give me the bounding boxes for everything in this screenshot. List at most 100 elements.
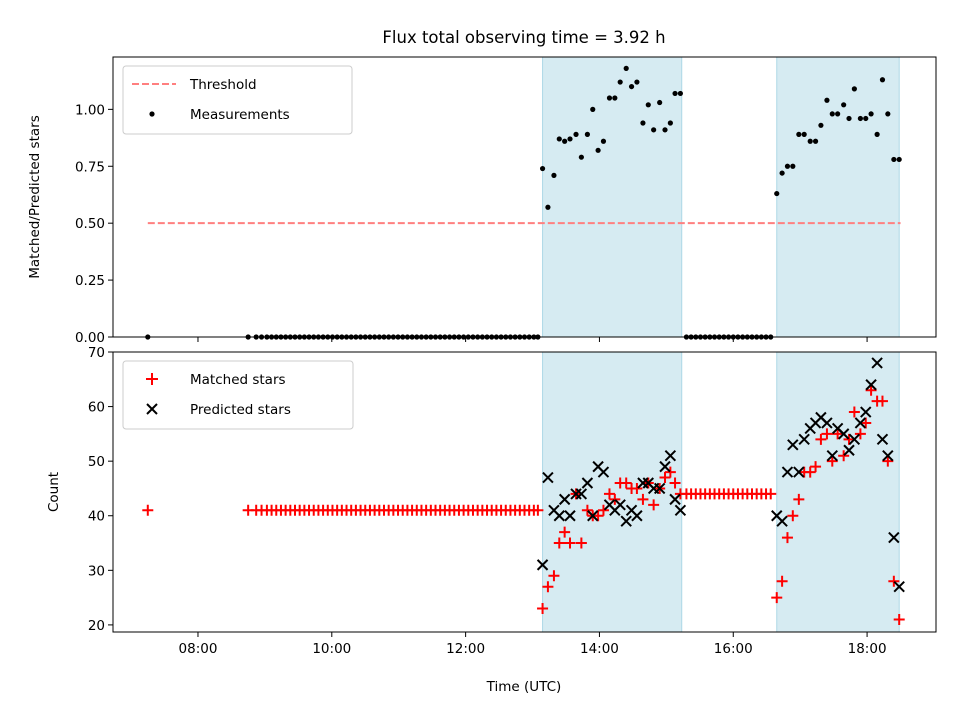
measurement-point [657, 99, 663, 106]
measurement-point [774, 190, 780, 197]
predicted-star-marker [674, 504, 687, 516]
y-tick-label: 70 [88, 345, 105, 361]
measurement-point [567, 136, 573, 142]
y-tick-label: 50 [88, 454, 105, 470]
shaded-interval [542, 351, 683, 633]
measurement-point [835, 111, 841, 117]
measurement-point [539, 165, 546, 172]
count-y-ticks: 20 30 40 50 60 70 [88, 345, 113, 634]
measurement-point [600, 138, 607, 144]
matched-star-marker [532, 504, 544, 516]
measurement-point [623, 65, 629, 71]
predicted-star-marker [821, 417, 833, 429]
count-panel: 20 30 40 50 60 70 08:00 10:00 12:00 14:00 16:00 18… [46, 345, 937, 695]
count-y-axis-label: Count [46, 472, 62, 512]
predicted-star-marker [542, 471, 554, 484]
predicted-star-marker [597, 466, 610, 478]
predicted-star-marker [631, 510, 643, 522]
measurement-point [651, 127, 657, 133]
matched-star-marker [537, 603, 549, 615]
matched-star-marker [669, 477, 681, 489]
matched-star-marker [865, 384, 877, 396]
measurement-point [824, 97, 830, 103]
measurement-point [818, 122, 824, 128]
predicted-star-marker [575, 488, 588, 500]
y-tick-label: 60 [88, 400, 105, 416]
y-tick-label: 20 [88, 618, 105, 634]
matched-star-marker [559, 526, 571, 538]
observing-interval-shading [542, 351, 900, 633]
measurement-point [573, 131, 579, 137]
predicted-star-marker [798, 433, 810, 446]
ratio-panel: 0.00 0.25 0.50 0.75 1.00 Matched/Predicted s… [27, 56, 937, 346]
measurement-point [662, 127, 668, 133]
measurement-point [645, 102, 651, 108]
matched-star-marker [781, 532, 793, 544]
ratio-x-ticks [197, 337, 868, 342]
measurement-point [628, 83, 635, 90]
predicted-star-marker [837, 428, 850, 440]
matched-star-marker [592, 510, 604, 522]
measurement-point [868, 111, 874, 117]
matched-star-marker [804, 466, 816, 478]
predicted-star-marker [787, 439, 799, 451]
matched-stars-points [142, 384, 905, 625]
ratio-y-axis-label: Matched/Predicted stars [27, 115, 43, 278]
matched-star-marker [888, 575, 900, 587]
legend-matched-swatch [146, 373, 158, 385]
shaded-interval [776, 351, 900, 633]
count-axes-frame [112, 351, 937, 633]
predicted-star-marker [587, 510, 599, 522]
predicted-star-marker [536, 559, 549, 571]
predicted-star-marker [860, 406, 872, 418]
measurement-point [617, 79, 623, 85]
predicted-star-marker [664, 449, 677, 462]
measurement-point [784, 163, 791, 169]
measurement-point [667, 120, 673, 126]
measurement-point [801, 131, 807, 137]
predicted-star-marker [843, 444, 855, 456]
predicted-star-marker [553, 510, 566, 522]
y-tick-label: 0.25 [75, 273, 105, 289]
measurement-point [595, 147, 601, 153]
predicted-star-marker [888, 531, 900, 544]
matched-star-marker [821, 428, 833, 440]
matched-star-marker [832, 428, 844, 440]
measurement-point [672, 90, 678, 97]
matched-star-marker [815, 433, 827, 445]
measurement-point [885, 111, 891, 117]
y-tick-label: 30 [88, 563, 105, 579]
measurement-point [545, 204, 551, 210]
y-tick-label: 0.75 [75, 159, 105, 175]
measurement-point [812, 138, 819, 144]
measurement-point [874, 131, 880, 137]
predicted-star-marker [564, 510, 576, 522]
matched-star-marker [597, 504, 609, 516]
count-x-ticks: 08:00 10:00 12:00 14:00 16:00 18:00 [179, 632, 887, 657]
predicted-star-marker [882, 449, 894, 462]
matched-star-marker [776, 575, 788, 587]
measurement-point [584, 131, 590, 137]
matched-star-marker [793, 493, 805, 505]
ratio-legend: Threshold Measurements [122, 65, 353, 135]
measurement-point [846, 115, 852, 122]
predicted-stars-points [536, 357, 905, 593]
matched-star-marker [603, 488, 615, 500]
measurement-point [612, 95, 618, 101]
predicted-star-marker [848, 433, 861, 446]
matched-star-marker [860, 417, 872, 429]
matched-star-marker [848, 406, 860, 418]
measurement-point [896, 156, 902, 163]
matched-star-marker [553, 537, 565, 549]
legend-predicted-swatch [146, 403, 158, 415]
matched-star-marker [142, 504, 154, 516]
matched-star-marker [810, 461, 822, 473]
x-tick-label: 12:00 [446, 641, 485, 657]
observing-interval-shading [542, 56, 900, 338]
x-tick-label: 14:00 [580, 641, 619, 657]
predicted-star-marker [854, 417, 867, 429]
measurement-point [796, 131, 802, 137]
shaded-interval [776, 56, 900, 338]
matched-star-marker [882, 455, 894, 467]
measurement-point [879, 77, 886, 83]
